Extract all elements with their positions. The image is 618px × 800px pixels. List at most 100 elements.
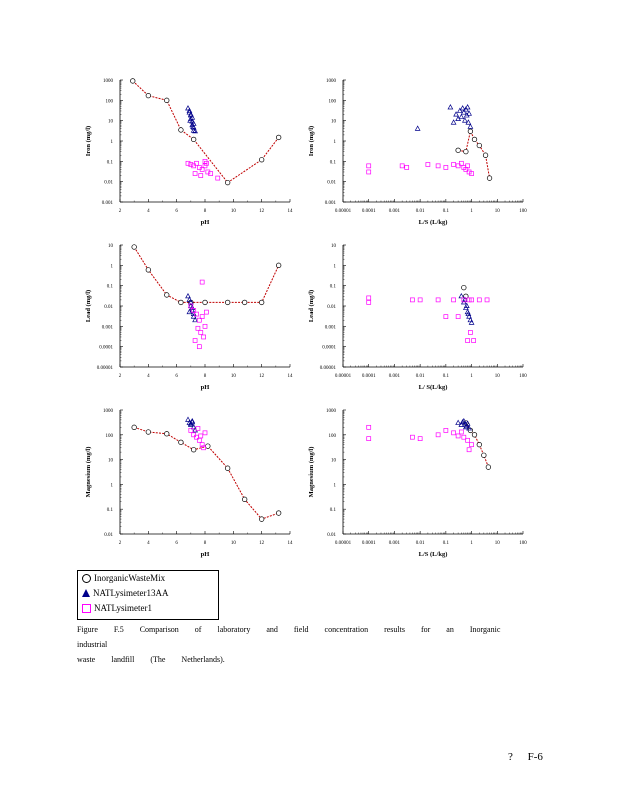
- data-point-nat13aa: [192, 427, 198, 433]
- y-tick-label: 10: [108, 459, 114, 464]
- data-point-nat1: [366, 424, 372, 430]
- y-tick-label: 10: [331, 459, 337, 464]
- data-point-nat1: [455, 163, 461, 169]
- y-axis-label: Magnesium (mg/l): [308, 447, 315, 498]
- y-tick-label: 1: [334, 140, 337, 145]
- data-point-inorganic: [205, 443, 211, 449]
- data-point-nat13aa: [185, 105, 191, 111]
- data-point-inorganic: [178, 439, 184, 445]
- data-point-inorganic: [191, 136, 197, 143]
- data-point-nat1: [417, 436, 423, 441]
- x-tick-label: 14: [288, 209, 294, 214]
- y-tick-label: 0.0001: [99, 346, 113, 351]
- x-axis-label: pH: [201, 551, 210, 558]
- data-point-nat1: [191, 163, 197, 169]
- data-point-nat1: [366, 300, 372, 305]
- data-point-nat1: [425, 162, 431, 167]
- data-point-inorganic: [486, 175, 493, 181]
- x-tick-label: 100: [519, 374, 527, 379]
- data-point-nat1: [466, 447, 472, 453]
- y-tick-label: 0.001: [102, 201, 114, 206]
- x-axis-label: pH: [201, 384, 210, 391]
- data-point-inorganic: [471, 136, 478, 143]
- data-point-nat1: [192, 338, 198, 343]
- y-axis-label: Lead (mg/l): [308, 290, 315, 322]
- y-tick-label: 1: [334, 483, 337, 488]
- x-tick-label: 0.01: [416, 541, 425, 546]
- chart-lead-ph: 0.00001 0.0001 0.001 0.01 0.1 1 10 2 4 6 8 10 12 14 pH…: [85, 244, 293, 391]
- data-point-nat1: [469, 442, 474, 448]
- circle-marker-icon: [82, 573, 91, 583]
- data-point-inorganic: [145, 267, 151, 273]
- y-axis-label: Iron (mg/l): [308, 126, 315, 156]
- y-tick-label: 0.01: [327, 181, 336, 186]
- data-point-inorganic: [131, 424, 137, 430]
- data-point-nat1: [188, 428, 194, 433]
- x-tick-label: 10: [495, 209, 501, 214]
- data-point-inorganic: [178, 299, 184, 306]
- y-tick-label: 0.0001: [322, 346, 336, 351]
- data-point-nat1: [191, 308, 197, 313]
- legend-item-nat1: NATLysimeter1: [82, 603, 152, 613]
- x-tick-label: 4: [147, 374, 150, 379]
- x-tick-label: 12: [259, 209, 265, 214]
- data-point-nat1: [198, 330, 204, 335]
- data-point-nat13aa: [465, 310, 472, 317]
- data-point-nat13aa: [467, 123, 474, 129]
- data-point-nat1: [366, 163, 372, 169]
- data-point-nat1: [366, 169, 372, 175]
- x-tick-label: 0.001: [389, 374, 401, 379]
- data-point-nat1: [484, 297, 490, 303]
- data-point-nat1: [410, 434, 415, 440]
- data-point-nat13aa: [453, 111, 459, 117]
- data-point-nat13aa: [186, 296, 193, 302]
- x-tick-label: 8: [204, 209, 207, 214]
- data-point-nat1: [465, 437, 470, 443]
- data-point-nat13aa: [466, 313, 472, 319]
- x-tick-label: 10: [231, 374, 237, 379]
- data-point-nat1: [194, 160, 199, 166]
- data-point-nat1: [201, 445, 206, 451]
- data-point-nat1: [196, 317, 202, 323]
- x-tick-label: 0.01: [416, 209, 425, 214]
- x-tick-label: 0.0001: [362, 541, 376, 546]
- fit-line: [133, 246, 280, 303]
- data-point-nat13aa: [450, 119, 457, 125]
- data-point-nat1: [466, 297, 472, 303]
- data-point-inorganic: [242, 299, 248, 306]
- data-point-inorganic: [225, 179, 231, 186]
- x-tick-label: 1: [470, 209, 473, 214]
- x-tick-label: 1: [470, 541, 473, 546]
- data-point-inorganic: [259, 516, 265, 522]
- data-point-inorganic: [482, 152, 489, 158]
- y-tick-label: 0.1: [107, 508, 114, 513]
- x-tick-label: 10: [495, 541, 501, 546]
- data-point-nat1: [205, 169, 211, 175]
- data-point-inorganic: [476, 442, 482, 448]
- x-tick-label: 4: [147, 541, 150, 546]
- x-tick-label: 0.001: [389, 541, 401, 546]
- x-tick-label: 4: [147, 209, 150, 214]
- data-point-nat1: [399, 163, 405, 169]
- data-point-nat1: [466, 169, 472, 175]
- x-axis-label: L/S (L/kg): [419, 219, 448, 226]
- x-axis-label: pH: [201, 219, 210, 226]
- data-point-nat1: [443, 314, 449, 319]
- data-point-nat13aa: [463, 422, 470, 429]
- y-tick-label: 10: [108, 244, 114, 249]
- data-point-inorganic: [259, 157, 265, 163]
- data-point-nat13aa: [447, 104, 454, 110]
- y-tick-label: 1000: [103, 409, 114, 414]
- data-point-inorganic: [276, 134, 282, 141]
- data-point-nat1: [465, 163, 470, 169]
- data-point-nat1: [443, 165, 449, 170]
- data-point-nat13aa: [414, 125, 421, 131]
- page-number: ? F-6: [508, 751, 543, 763]
- data-point-nat1: [195, 426, 201, 431]
- x-tick-label: 0.00001: [335, 374, 352, 379]
- data-point-inorganic: [471, 432, 478, 438]
- data-point-inorganic: [485, 464, 492, 470]
- data-point-nat1: [458, 429, 464, 435]
- data-point-nat1: [435, 163, 441, 169]
- data-point-nat1: [199, 167, 205, 172]
